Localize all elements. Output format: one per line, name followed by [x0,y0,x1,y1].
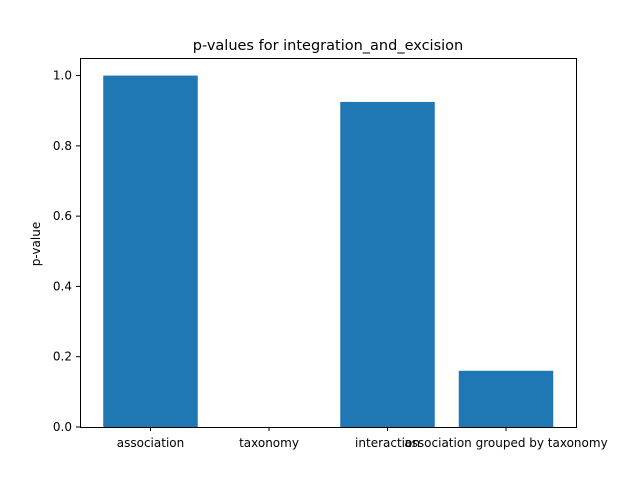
y-tick-label: 0.6 [53,209,72,223]
y-tick-label: 0.2 [53,350,72,364]
plot-area-frame [80,58,577,428]
chart-title: p-values for integration_and_excision [193,38,463,54]
y-tick-label: 0.8 [53,139,72,153]
x-tick-label: taxonomy [239,436,299,450]
bar-interaction [340,101,435,427]
x-tick-label: interaction [355,436,420,450]
x-tick-label: association grouped by taxonomy [404,436,607,450]
bars-group [103,75,554,428]
y-tick-label: 0.4 [53,279,72,293]
y-tick-label: 1.0 [53,69,72,83]
bar-association-grouped-by-taxonomy [458,370,554,427]
x-tick-label: association [117,436,184,450]
bar-association [103,75,198,428]
y-axis-label: p-value [29,222,43,266]
y-tick-label: 0.0 [53,420,72,434]
x-axis-ticks: association taxonomy interactionassociatio… [117,427,608,450]
y-axis-ticks: 0.0 0.2 0.4 0.6 0.8 1.0 [53,69,80,434]
